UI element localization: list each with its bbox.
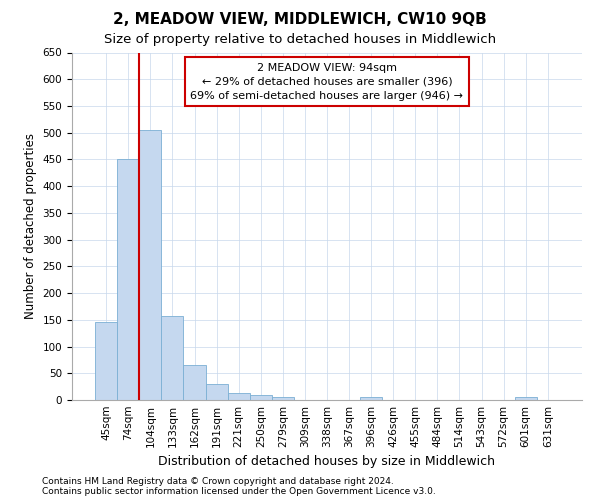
Y-axis label: Number of detached properties: Number of detached properties — [24, 133, 37, 320]
Bar — [206, 384, 227, 400]
Text: Contains HM Land Registry data © Crown copyright and database right 2024.: Contains HM Land Registry data © Crown c… — [42, 477, 394, 486]
Bar — [161, 316, 184, 400]
Text: Contains public sector information licensed under the Open Government Licence v3: Contains public sector information licen… — [42, 487, 436, 496]
Bar — [184, 365, 206, 400]
Bar — [95, 322, 117, 400]
Text: Size of property relative to detached houses in Middlewich: Size of property relative to detached ho… — [104, 32, 496, 46]
Bar — [117, 160, 139, 400]
Text: 2, MEADOW VIEW, MIDDLEWICH, CW10 9QB: 2, MEADOW VIEW, MIDDLEWICH, CW10 9QB — [113, 12, 487, 28]
Bar — [139, 130, 161, 400]
Bar — [272, 398, 294, 400]
Bar — [515, 398, 537, 400]
X-axis label: Distribution of detached houses by size in Middlewich: Distribution of detached houses by size … — [158, 456, 496, 468]
Text: 2 MEADOW VIEW: 94sqm
← 29% of detached houses are smaller (396)
69% of semi-deta: 2 MEADOW VIEW: 94sqm ← 29% of detached h… — [191, 63, 464, 101]
Bar — [227, 393, 250, 400]
Bar — [360, 398, 382, 400]
Bar — [250, 395, 272, 400]
